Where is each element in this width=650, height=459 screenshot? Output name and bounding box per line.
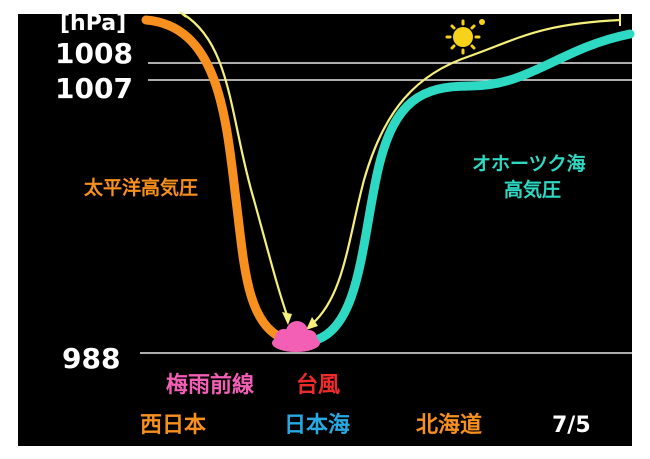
pacific-high-curve <box>141 15 287 343</box>
tsuyu-front-label: 梅雨前線 <box>166 372 254 398</box>
okhotsk-high-label-line1: オホーツク海 <box>472 152 586 175</box>
cloud-icon <box>272 321 320 352</box>
date-label: 7/5 <box>552 413 591 438</box>
okhotsk-high-label-line2: 高気圧 <box>504 178 561 201</box>
diagram-background <box>18 14 632 446</box>
pacific-arrowhead-icon <box>282 312 292 325</box>
tick-label-988: 988 <box>62 342 120 375</box>
pacific-arrow-tail <box>179 11 187 18</box>
typhoon-label: 台風 <box>296 372 340 398</box>
okhotsk-arrowhead-icon <box>306 317 318 330</box>
okhotsk-high-curve <box>311 29 635 345</box>
sun-icon <box>445 19 485 55</box>
tick-label-1008: 1008 <box>55 37 133 70</box>
pressure-unit-label: [hPa] <box>60 11 126 36</box>
pacific-high-label: 太平洋高気圧 <box>84 176 198 199</box>
okhotsk-flow-arrow <box>311 18 621 325</box>
region-hokkaido: 北海道 <box>416 412 482 438</box>
region-sea-of-japan: 日本海 <box>284 412 350 438</box>
pacific-flow-arrow <box>182 13 290 319</box>
region-west-japan: 西日本 <box>140 413 206 438</box>
tick-label-1007: 1007 <box>55 72 133 105</box>
